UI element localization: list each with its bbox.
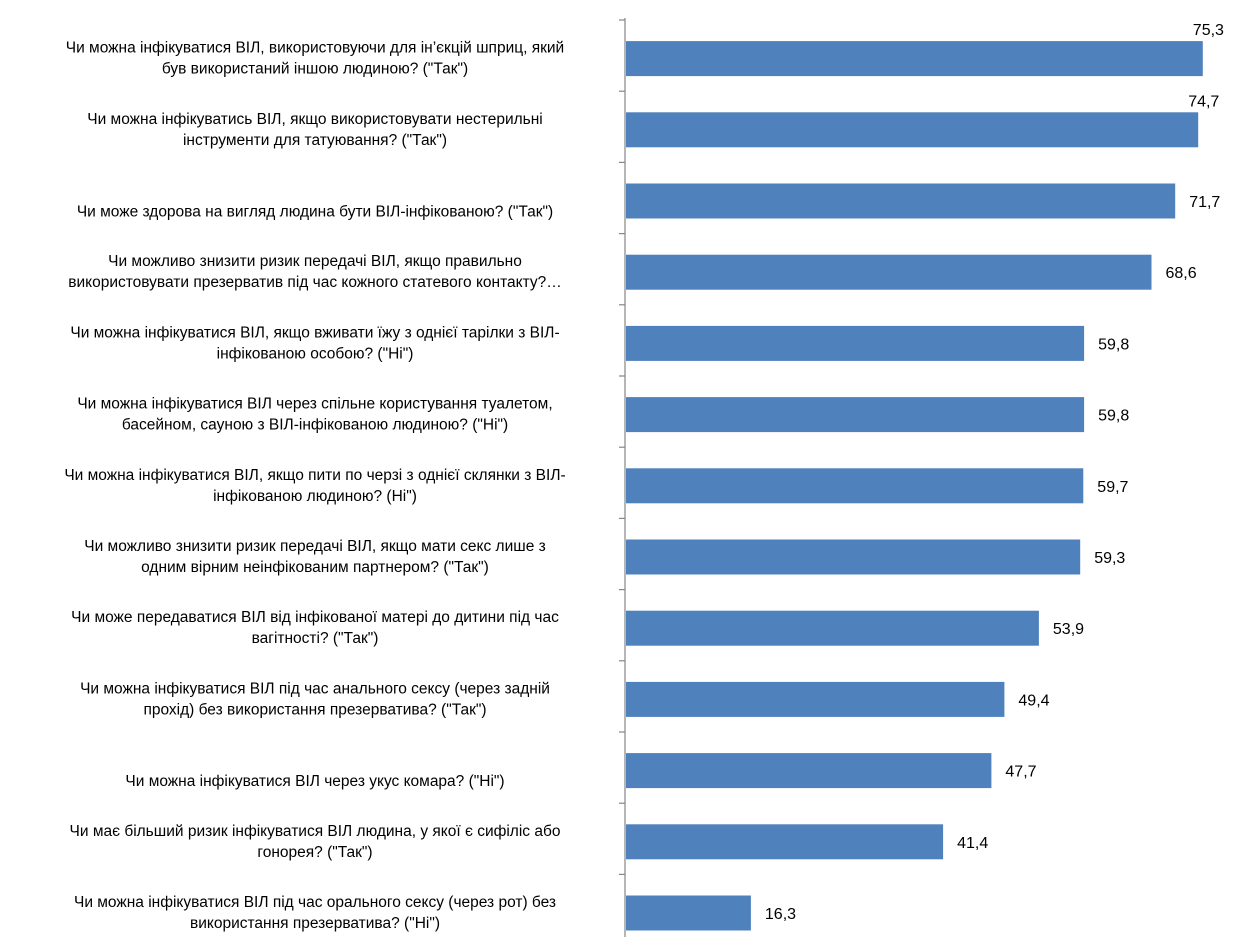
data-label: 53,9 — [1053, 621, 1084, 638]
tick-label: інфікованою особою? ("Ні") — [217, 345, 414, 362]
bar — [626, 254, 1152, 290]
tick-label: Чи можна інфікуватись ВІЛ, якщо використ… — [87, 111, 542, 128]
data-label: 75,3 — [1193, 22, 1224, 39]
data-label: 59,3 — [1094, 550, 1125, 567]
tick-label: Чи можна інфікуватися ВІЛ через спільне … — [77, 396, 552, 413]
bar — [626, 183, 1176, 219]
data-label: 49,4 — [1018, 692, 1049, 709]
bar — [626, 610, 1039, 646]
bar — [626, 539, 1081, 575]
tick-label: одним вірним неінфікованим партнером? ("… — [141, 559, 489, 576]
data-label: 47,7 — [1005, 764, 1036, 781]
tick-label: Чи можливо знизити ризик передачі ВІЛ, я… — [84, 538, 545, 555]
bars-group — [626, 41, 1203, 931]
tick-label: басейном, сауною з ВІЛ-інфікованою людин… — [122, 417, 508, 434]
tick-label: прохід) без використання презерватива? (… — [143, 701, 486, 718]
data-label: 41,4 — [957, 835, 988, 852]
tick-label: використання презерватива? ("Ні") — [190, 915, 440, 932]
bar — [626, 824, 944, 860]
tick-label: Чи можна інфікуватися ВІЛ, використовуюч… — [66, 40, 564, 57]
data-label: 71,7 — [1189, 194, 1220, 211]
bar — [626, 895, 751, 931]
data-label: 59,8 — [1098, 408, 1129, 425]
tick-label: Чи можна інфікуватися ВІЛ, якщо пити по … — [64, 467, 565, 484]
tick-label: Чи можна інфікуватися ВІЛ під час оральн… — [74, 894, 556, 911]
data-label: 68,6 — [1166, 265, 1197, 282]
tick-label: Чи можна інфікуватися ВІЛ під час анальн… — [80, 680, 550, 697]
data-label: 74,7 — [1188, 93, 1219, 110]
bar — [626, 468, 1084, 504]
tick-label: використовувати презерватив під час кожн… — [68, 274, 562, 291]
category-labels-group: Чи можна інфікуватися ВІЛ, використовуюч… — [64, 40, 565, 932]
bar — [626, 112, 1199, 148]
tick-label: Чи може здорова на вигляд людина бути ВІ… — [77, 204, 553, 221]
category-axis — [619, 18, 626, 937]
bar — [626, 681, 1005, 717]
tick-label: Чи має більший ризик інфікуватися ВІЛ лю… — [70, 823, 561, 840]
data-label: 59,8 — [1098, 336, 1129, 353]
tick-label: вагітності? ("Так") — [252, 630, 379, 647]
tick-label: Чи може передаватися ВІЛ від інфікованої… — [71, 609, 559, 626]
tick-label: інфікованою людиною? (Ні") — [213, 488, 417, 505]
tick-label: гонорея? ("Так") — [257, 844, 372, 861]
tick-label: Чи можливо знизити ризик передачі ВІЛ, я… — [108, 253, 522, 270]
value-labels-group: 75,3 74,7 71,7 68,6 59,8 59,8 59,7 59,3 53,9 49,4… — [765, 22, 1224, 923]
bar — [626, 325, 1085, 361]
tick-label: інструменти для татуювання? ("Так") — [183, 132, 447, 149]
tick-label: Чи можна інфікуватися ВІЛ, якщо вживати … — [70, 324, 559, 341]
bar — [626, 41, 1203, 77]
bar — [626, 397, 1085, 433]
tick-label: Чи можна інфікуватися ВІЛ через укус ком… — [125, 773, 504, 790]
data-label: 16,3 — [765, 906, 796, 923]
bar — [626, 753, 992, 789]
data-label: 59,7 — [1097, 479, 1128, 496]
tick-label: був використаний іншою людиною? ("Так") — [162, 61, 468, 78]
